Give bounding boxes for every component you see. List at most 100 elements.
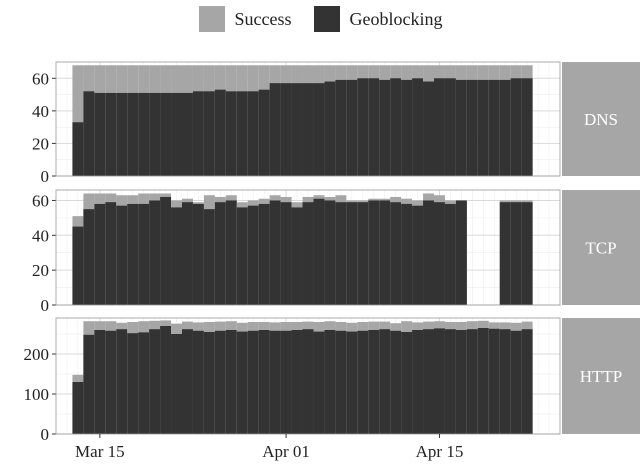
- x-tick-label: Apr 15: [416, 442, 464, 461]
- bar-geoblocking-http: [105, 330, 117, 434]
- legend-label-geoblocking: Geoblocking: [349, 8, 443, 29]
- bar-geoblocking-http: [291, 330, 303, 434]
- bar-geoblocking-dns: [291, 83, 303, 176]
- y-tick-label-tcp: 0: [41, 296, 50, 315]
- bar-geoblocking-dns: [280, 83, 292, 176]
- bar-geoblocking-tcp: [510, 202, 522, 305]
- bar-geoblocking-tcp: [313, 198, 325, 305]
- bar-geoblocking-tcp: [280, 202, 292, 305]
- bar-geoblocking-tcp: [171, 207, 182, 305]
- bar-geoblocking-tcp: [521, 202, 533, 305]
- bar-geoblocking-tcp: [236, 207, 248, 305]
- bar-geoblocking-dns: [444, 78, 456, 176]
- bar-geoblocking-dns: [105, 92, 117, 176]
- bar-geoblocking-tcp: [149, 200, 161, 305]
- bar-geoblocking-http: [83, 334, 95, 434]
- bar-geoblocking-dns: [171, 92, 182, 176]
- bar-geoblocking-http: [477, 328, 489, 434]
- bar-geoblocking-tcp: [258, 203, 270, 305]
- panel-border-dns: [55, 61, 561, 177]
- facet-label-http: HTTP: [580, 367, 623, 386]
- bar-geoblocking-tcp: [214, 202, 226, 305]
- bar-geoblocking-dns: [116, 92, 128, 176]
- y-tick-label-dns: 0: [41, 167, 50, 186]
- bar-geoblocking-dns: [94, 92, 106, 176]
- bar-geoblocking-http: [258, 330, 270, 434]
- bar-geoblocking-tcp: [324, 200, 336, 305]
- legend-label-success: Success: [234, 8, 292, 29]
- bar-geoblocking-tcp: [412, 205, 424, 305]
- bar-geoblocking-dns: [236, 91, 248, 176]
- bar-geoblocking-http: [335, 330, 347, 434]
- bar-geoblocking-dns: [247, 91, 259, 176]
- bar-geoblocking-tcp: [302, 202, 314, 305]
- bar-geoblocking-dns: [521, 78, 533, 176]
- x-tick-label: Apr 01: [262, 442, 310, 461]
- bar-geoblocking-http: [236, 331, 248, 434]
- bar-geoblocking-http: [444, 329, 456, 434]
- bar-geoblocking-tcp: [335, 202, 347, 305]
- bar-geoblocking-http: [247, 330, 259, 434]
- bar-geoblocking-http: [379, 329, 391, 434]
- y-tick-label-tcp: 20: [32, 261, 49, 280]
- bar-geoblocking-dns: [127, 92, 139, 176]
- x-tick-label: Mar 15: [75, 442, 125, 461]
- bar-geoblocking-dns: [203, 91, 215, 176]
- bar-geoblocking-http: [455, 330, 467, 434]
- bar-geoblocking-tcp: [94, 203, 106, 305]
- bar-geoblocking-tcp: [269, 200, 281, 305]
- bar-geoblocking-http: [214, 330, 226, 434]
- bar-geoblocking-http: [149, 329, 161, 434]
- facet-label-dns: DNS: [584, 110, 618, 129]
- bar-geoblocking-http: [401, 332, 413, 434]
- y-tick-label-dns: 40: [32, 102, 49, 121]
- bar-geoblocking-http: [280, 330, 292, 434]
- bar-geoblocking-tcp: [225, 200, 237, 305]
- y-tick-label-dns: 60: [32, 69, 49, 88]
- bar-geoblocking-tcp: [105, 202, 117, 305]
- bar-geoblocking-tcp: [116, 205, 128, 305]
- bar-geoblocking-dns: [423, 81, 434, 176]
- bar-geoblocking-dns: [368, 78, 380, 176]
- bar-geoblocking-dns: [379, 79, 391, 176]
- facet-strip-dns: [562, 62, 640, 176]
- bar-geoblocking-dns: [466, 79, 478, 176]
- bar-geoblocking-http: [510, 330, 522, 434]
- legend-swatch-geoblocking: [313, 6, 340, 32]
- bar-geoblocking-tcp: [127, 203, 139, 305]
- y-tick-label-tcp: 40: [32, 226, 49, 245]
- bar-geoblocking-tcp: [247, 205, 259, 305]
- legend: Success Geoblocking: [0, 4, 641, 34]
- bar-geoblocking-dns: [335, 79, 347, 176]
- bar-geoblocking-http: [116, 329, 128, 434]
- bar-geoblocking-dns: [510, 78, 522, 176]
- bar-geoblocking-dns: [138, 92, 150, 176]
- bar-geoblocking-dns: [488, 79, 500, 176]
- bar-geoblocking-dns: [149, 92, 161, 176]
- bar-geoblocking-dns: [214, 89, 226, 176]
- bar-geoblocking-http: [324, 330, 336, 434]
- bar-geoblocking-dns: [269, 83, 281, 176]
- bar-geoblocking-http: [72, 382, 84, 434]
- bar-geoblocking-http: [203, 332, 215, 434]
- bar-geoblocking-http: [94, 330, 106, 434]
- bar-geoblocking-dns: [401, 79, 413, 176]
- bar-geoblocking-http: [182, 329, 193, 434]
- bar-geoblocking-http: [269, 330, 281, 434]
- bar-geoblocking-http: [357, 330, 369, 434]
- panel-border-http: [55, 317, 561, 435]
- bar-geoblocking-tcp: [390, 202, 402, 305]
- y-tick-label-http: 100: [24, 385, 50, 404]
- bar-geoblocking-http: [225, 330, 237, 434]
- y-tick-label-http: 0: [41, 425, 50, 444]
- bar-geoblocking-dns: [182, 92, 193, 176]
- bar-geoblocking-tcp: [160, 196, 172, 305]
- bar-geoblocking-dns: [412, 78, 424, 176]
- bar-geoblocking-dns: [83, 91, 95, 176]
- bar-geoblocking-dns: [455, 79, 467, 176]
- bar-geoblocking-tcp: [499, 202, 511, 305]
- bar-geoblocking-http: [521, 329, 533, 434]
- bar-geoblocking-http: [313, 331, 325, 434]
- legend-swatch-success: [198, 6, 225, 32]
